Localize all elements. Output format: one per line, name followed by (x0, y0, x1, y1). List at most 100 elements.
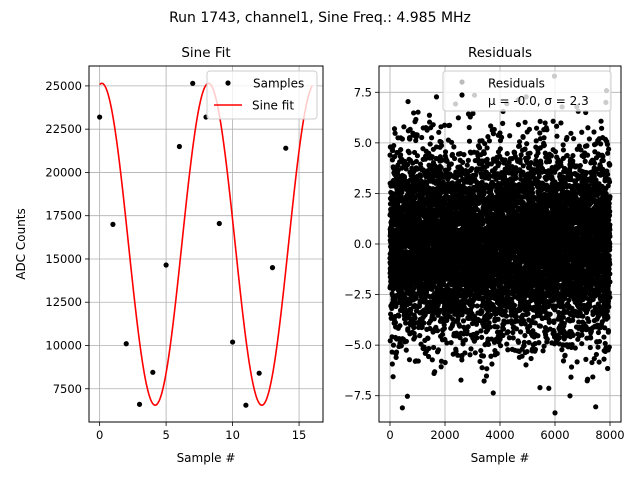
residual-point (472, 350, 478, 356)
residual-point (490, 390, 496, 396)
residual-point (494, 350, 500, 357)
residual-point (438, 364, 444, 370)
residual-point (495, 316, 501, 322)
residual-point (426, 345, 432, 352)
residual-point (413, 137, 419, 144)
residual-point (517, 156, 523, 163)
residual-point (449, 151, 456, 158)
residual-point (500, 120, 506, 126)
residual-point (393, 354, 399, 361)
residual-point (441, 122, 448, 128)
sine-fit-ticks: 0 5 10 157500100001250015000175002000022500… (45, 79, 306, 442)
sample-point (136, 401, 143, 407)
residual-point (505, 347, 511, 353)
residual-point (430, 344, 437, 351)
residual-point (472, 172, 479, 178)
sine-fit-ytick-label: 17500 (45, 209, 82, 223)
residual-point (505, 329, 511, 335)
residual-point (511, 302, 518, 308)
residual-point (406, 357, 413, 363)
residual-point (481, 150, 487, 156)
sine-fit-frame (88, 65, 324, 423)
residual-point (413, 295, 419, 301)
residual-point (387, 152, 393, 158)
residual-point (414, 132, 420, 138)
sine-fit-line (99, 82, 314, 407)
residual-point (403, 320, 409, 326)
residual-point (417, 333, 423, 339)
residual-point (513, 326, 520, 332)
residual-point (415, 358, 421, 364)
sample-point (97, 114, 103, 120)
residual-point (388, 311, 394, 317)
sine-fit-xlabel: Sample # (177, 451, 236, 465)
residual-point (439, 331, 446, 338)
residual-point (457, 335, 463, 341)
residual-point (483, 373, 490, 379)
residual-point (521, 339, 527, 345)
residual-point (391, 154, 398, 160)
residual-point (504, 341, 510, 347)
residual-point (433, 94, 440, 100)
sample-point (256, 370, 262, 376)
residual-point (392, 130, 398, 136)
residual-point (464, 162, 470, 168)
residual-point (405, 161, 411, 168)
residual-point (497, 343, 504, 349)
residual-point (458, 377, 464, 383)
residual-point (469, 165, 475, 172)
residual-point (489, 361, 495, 367)
residual-point (486, 138, 493, 144)
residual-point (430, 122, 436, 128)
sample-point (110, 221, 116, 227)
residual-point (401, 158, 408, 164)
residual-point (487, 324, 493, 330)
residual-point (438, 142, 445, 149)
residual-point (435, 347, 442, 353)
residual-point (497, 146, 503, 152)
residual-point (407, 136, 413, 142)
residual-point (522, 146, 528, 152)
sample-point (269, 265, 276, 271)
residual-point (421, 320, 427, 326)
residual-point (513, 314, 520, 320)
residual-point (393, 349, 400, 355)
residual-point (484, 366, 490, 372)
residual-point (466, 138, 473, 144)
residual-point (425, 335, 431, 342)
residual-point (479, 334, 485, 340)
residual-point (494, 324, 500, 330)
residual-point (398, 343, 404, 349)
residual-point (518, 152, 524, 158)
sample-point (283, 145, 289, 151)
residual-point (460, 318, 467, 324)
residual-point (460, 159, 466, 165)
sine-fit-ytick-label: 22500 (45, 122, 82, 136)
residual-point (498, 134, 505, 140)
residual-point (468, 346, 474, 352)
residual-point (448, 340, 454, 346)
residual-point (516, 139, 523, 145)
residual-point (397, 152, 404, 158)
sample-point (229, 339, 236, 345)
residual-point (507, 133, 513, 139)
residual-point (390, 374, 396, 380)
residual-point (465, 157, 471, 163)
figure-title: Run 1743, channel1, Sine Freq.: 4.985 MH… (169, 10, 471, 26)
residual-point (403, 347, 409, 353)
residual-point (411, 325, 417, 331)
residual-point (477, 145, 483, 151)
residual-point (510, 335, 516, 341)
residual-point (441, 325, 447, 331)
residual-point (491, 126, 497, 133)
sine-fit-ytick-label: 20000 (45, 165, 82, 179)
residual-point (504, 151, 510, 157)
residual-point (503, 313, 510, 319)
residual-point (425, 353, 432, 360)
residual-point (478, 328, 484, 334)
residual-point (391, 126, 398, 132)
residual-point (477, 358, 483, 365)
residual-point (390, 342, 397, 348)
sine-fit-legend-box (206, 70, 318, 120)
